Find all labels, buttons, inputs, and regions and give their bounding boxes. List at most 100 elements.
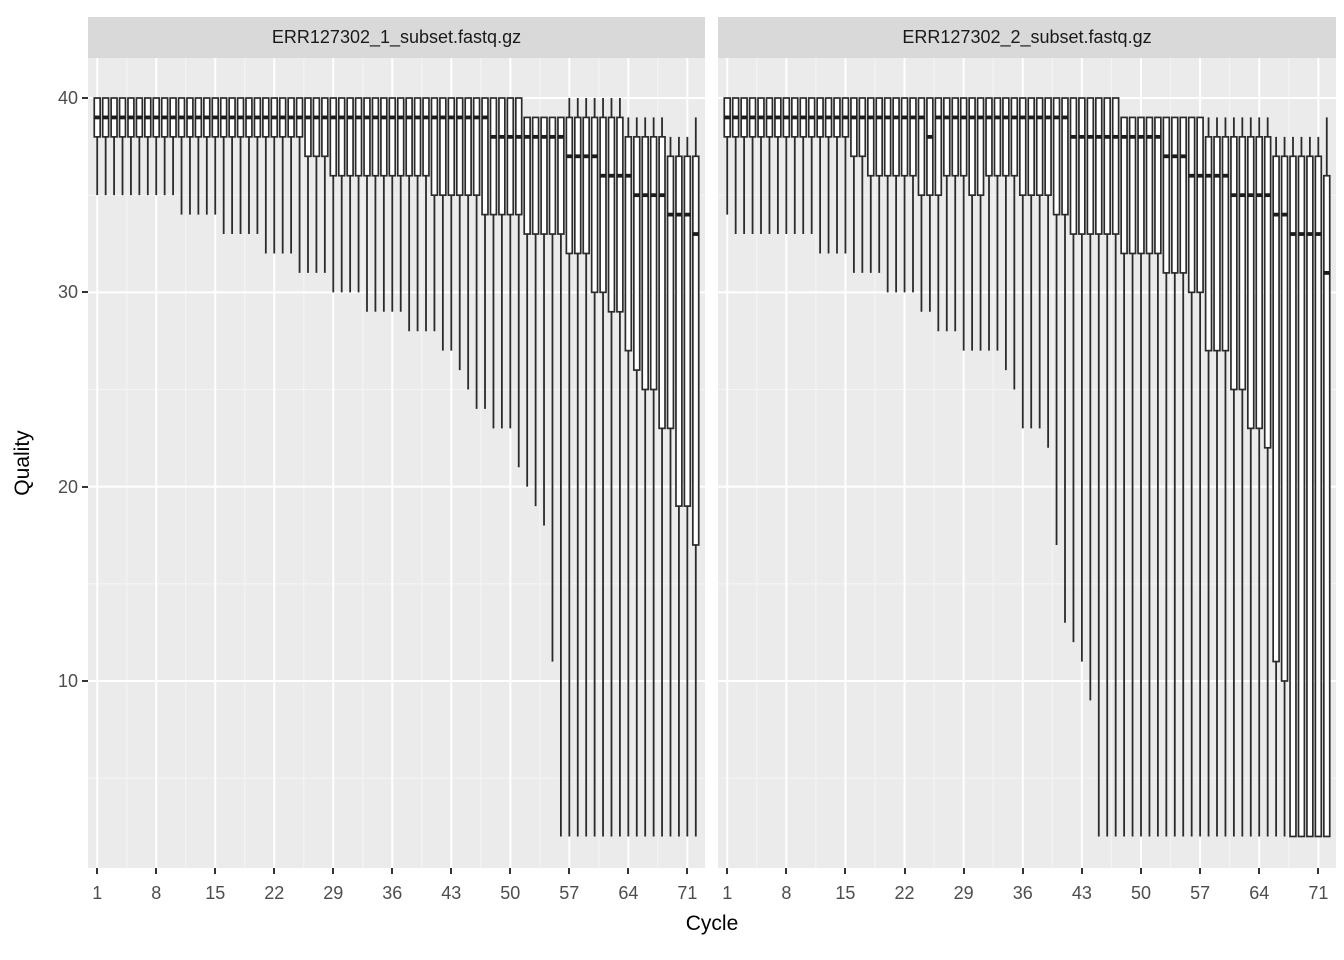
boxplot-box — [346, 97, 354, 177]
boxplot-box — [917, 97, 926, 197]
boxplot-box — [590, 116, 599, 294]
boxplot-box — [1128, 116, 1137, 255]
boxplot-box — [1094, 97, 1103, 235]
boxplot-box — [380, 97, 388, 177]
boxplot-box — [1154, 116, 1162, 255]
boxplot-box — [858, 97, 867, 158]
y-tick-label: 30 — [57, 282, 78, 303]
x-tick-label: 29 — [323, 883, 344, 903]
y-tick-label: 40 — [57, 88, 78, 108]
y-tick-label: 10 — [57, 670, 78, 691]
boxplot-box — [1120, 116, 1128, 255]
x-tick-label: 1 — [92, 883, 103, 903]
panel-2 — [718, 58, 1336, 868]
x-tick-mark — [214, 868, 217, 874]
boxplot-box — [557, 116, 565, 235]
boxplot-box — [985, 97, 993, 177]
boxplot-box — [422, 97, 430, 177]
boxplot-box — [691, 155, 700, 546]
boxplot-box — [1213, 136, 1221, 352]
boxplot-box — [396, 97, 405, 177]
boxplot-box — [439, 97, 447, 197]
panel-1 — [88, 58, 705, 868]
boxplot-box — [565, 116, 574, 255]
facet-strip-2-label: ERR127302_2_subset.fastq.gz — [902, 27, 1152, 47]
y-tick-mark — [82, 485, 88, 488]
boxplot-box — [632, 136, 641, 371]
x-tick-label: 8 — [781, 883, 792, 903]
x-tick-label: 64 — [618, 883, 639, 903]
boxplot-box — [883, 97, 892, 177]
boxplot-box — [1137, 116, 1145, 255]
boxplot-box — [337, 97, 346, 177]
boxplot-box — [1263, 136, 1272, 449]
x-tick-mark — [686, 868, 689, 874]
x-tick-mark — [785, 868, 788, 874]
boxplot-box — [1162, 116, 1171, 274]
x-tick-label: 8 — [151, 883, 162, 903]
boxplot-box — [371, 97, 380, 177]
x-tick-label: 64 — [1249, 883, 1270, 903]
boxplot-box — [489, 97, 498, 216]
x-tick-mark — [903, 868, 906, 874]
x-tick-label: 50 — [1130, 883, 1152, 903]
boxplot-box — [304, 97, 312, 158]
boxplot-box — [1069, 97, 1078, 235]
boxplot-box — [498, 97, 506, 216]
boxplot-box — [464, 97, 472, 197]
facet-strip-2: ERR127302_2_subset.fastq.gz — [718, 17, 1336, 58]
x-tick-label: 15 — [205, 883, 226, 903]
x-tick-label: 36 — [1012, 883, 1033, 903]
x-tick-mark — [1199, 868, 1202, 874]
boxplot-box — [363, 97, 371, 177]
y-tick-mark — [82, 291, 88, 294]
x-tick-label: 71 — [677, 883, 698, 903]
facet-strip-1: ERR127302_1_subset.fastq.gz — [88, 17, 705, 58]
boxplot-box — [942, 97, 951, 177]
boxplot-box — [909, 97, 917, 177]
boxplot-box — [1111, 97, 1120, 235]
facet-strip-1-label: ERR127302_1_subset.fastq.gz — [271, 27, 522, 47]
boxplot-box — [354, 97, 363, 177]
boxplot-box — [1103, 97, 1112, 235]
x-tick-label: 1 — [722, 883, 733, 903]
boxplot-box — [1078, 97, 1086, 235]
x-tick-mark — [1080, 868, 1083, 874]
boxplot-box — [624, 136, 633, 352]
boxplot-box — [900, 97, 909, 177]
boxplot-box — [1230, 136, 1238, 391]
boxplot-box — [649, 136, 658, 391]
boxplot-box — [1044, 97, 1052, 197]
x-tick-label: 71 — [1308, 883, 1329, 903]
boxplot-box — [1145, 116, 1154, 255]
boxplot-box — [1280, 155, 1289, 682]
boxplot-box — [1314, 155, 1323, 838]
x-tick-label: 15 — [835, 883, 856, 903]
boxplot-box — [875, 97, 884, 177]
boxplot-box — [1052, 97, 1061, 216]
boxplot-box — [1289, 155, 1297, 838]
x-tick-label: 57 — [1190, 883, 1211, 903]
x-tick-mark — [1021, 868, 1024, 874]
boxplot-box — [321, 97, 329, 158]
boxplot-box — [1322, 174, 1331, 838]
boxplot-box — [447, 97, 456, 197]
boxplot-svg-2 — [718, 58, 1336, 868]
boxplot-box — [1061, 97, 1069, 216]
boxplot-box — [866, 97, 875, 177]
boxplot-box — [1086, 97, 1095, 235]
boxplot-box — [616, 116, 624, 313]
x-tick-mark — [726, 868, 729, 874]
x-tick-mark — [1317, 868, 1320, 874]
x-tick-mark — [1140, 868, 1142, 874]
boxplot-box — [430, 97, 439, 197]
boxplot-box — [413, 97, 422, 177]
boxplot-box — [1255, 136, 1264, 430]
boxplot-box — [1221, 136, 1230, 352]
x-tick-mark — [450, 868, 453, 874]
boxplot-box — [1238, 136, 1247, 391]
x-tick-mark — [155, 868, 158, 874]
x-tick-label: 50 — [500, 883, 521, 903]
boxplot-box — [1297, 155, 1306, 838]
